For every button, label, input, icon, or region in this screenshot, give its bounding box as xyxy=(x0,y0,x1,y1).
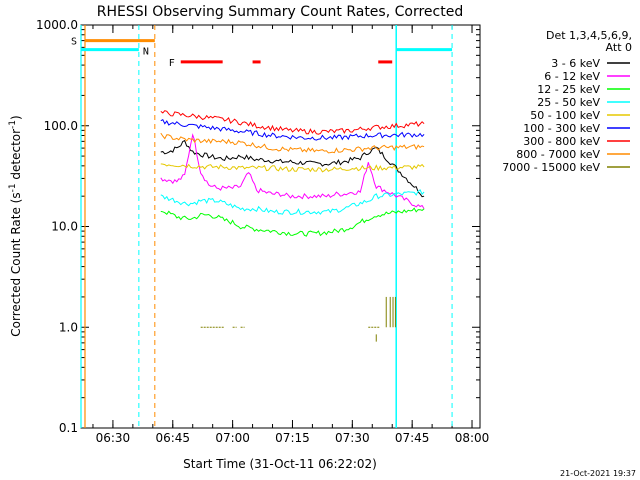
x-tick-label: 07:45 xyxy=(395,431,430,445)
x-tick-label: 07:30 xyxy=(335,431,370,445)
axes-group: 06:30 06:45 07:00 07:15 07:30 07:45 08:00 0.1 1.… xyxy=(36,18,489,445)
legend-label: 100 - 300 keV xyxy=(523,122,600,135)
legend-header-2: Att 0 xyxy=(606,41,632,54)
y-tick-label: 1.0 xyxy=(59,320,78,334)
flag-markers: S N F xyxy=(71,25,453,428)
legend-header-1: Det 1,3,4,5,6,9, xyxy=(546,29,632,42)
legend-label: 6 - 12 keV xyxy=(544,70,600,83)
y-tick-label: 1000.0 xyxy=(36,18,78,32)
x-axis-label: Start Time (31-Oct-11 06:22:02) xyxy=(183,457,377,471)
legend-label: 50 - 100 keV xyxy=(530,109,600,122)
legend-label: 3 - 6 keV xyxy=(551,57,600,70)
series-line-1 xyxy=(160,133,425,210)
series-line-5 xyxy=(160,119,425,141)
chart-title: RHESSI Observing Summary Count Rates, Co… xyxy=(97,4,463,20)
x-tick-label: 06:45 xyxy=(155,431,190,445)
night-label: N xyxy=(143,47,149,58)
legend-label: 7000 - 15000 keV xyxy=(502,161,600,174)
x-tick-label: 08:00 xyxy=(455,431,490,445)
series-line-2 xyxy=(160,207,425,237)
flare-label: F xyxy=(169,58,175,69)
x-tick-label: 06:30 xyxy=(96,431,131,445)
series-line-4 xyxy=(160,163,425,173)
y-tick-label: 0.1 xyxy=(59,421,78,435)
x-tick-label: 07:00 xyxy=(215,431,250,445)
series-line-6 xyxy=(160,110,425,135)
x-tick-label: 07:15 xyxy=(275,431,310,445)
series-line-3 xyxy=(160,189,425,215)
saa-label: S xyxy=(71,37,77,48)
legend-label: 25 - 50 keV xyxy=(537,96,600,109)
series-line-0 xyxy=(160,139,425,198)
series-lines xyxy=(160,110,425,342)
legend-label: 12 - 25 keV xyxy=(537,83,600,96)
legend-label: 800 - 7000 keV xyxy=(516,148,600,161)
y-axis-label: Corrected Count Rate (s-1 detector-1) xyxy=(8,115,23,336)
legend-label: 300 - 800 keV xyxy=(523,135,600,148)
series-line-7 xyxy=(160,132,425,154)
generated-timestamp: 21-Oct-2021 19:37 xyxy=(560,469,636,478)
y-tick-label: 10.0 xyxy=(51,220,78,234)
y-tick-label: 100.0 xyxy=(44,119,78,133)
